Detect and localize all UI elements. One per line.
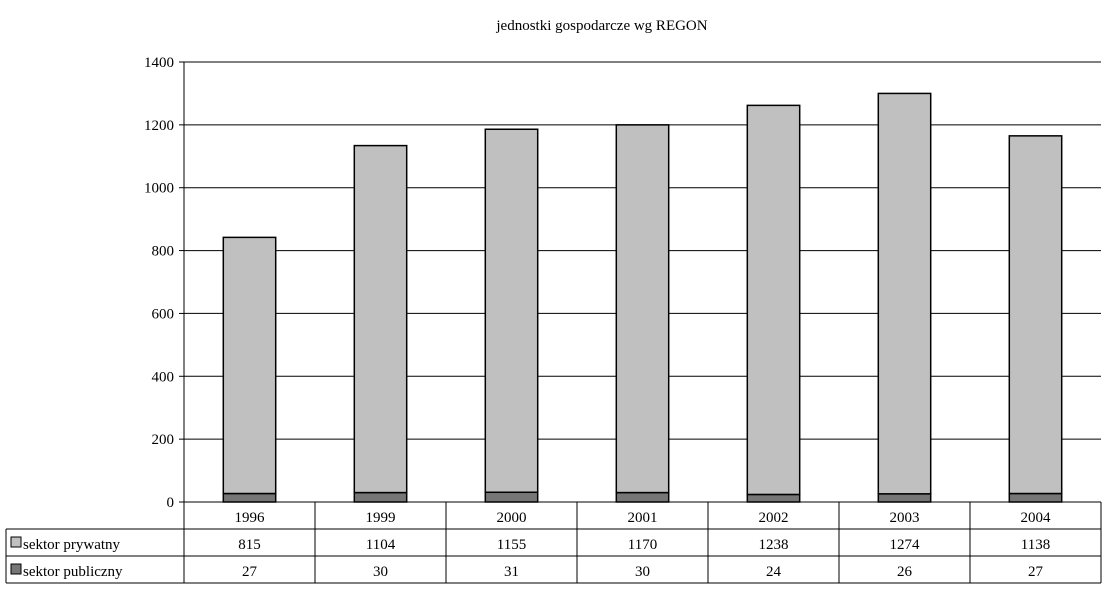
legend-swatch <box>10 563 22 575</box>
x-tick-label: 2000 <box>497 510 527 526</box>
bar <box>222 236 277 495</box>
x-tick-label: 2003 <box>890 510 920 526</box>
x-tick-label: 2001 <box>628 510 658 526</box>
data-table: 1996 1999 2000 2001 2002 2003 2004 sektor prywa… <box>5 501 1102 584</box>
bar <box>353 144 408 494</box>
data-label: 26 <box>897 564 913 580</box>
bars <box>222 92 1063 503</box>
bar <box>353 491 408 503</box>
data-label: 27 <box>1028 564 1044 580</box>
data-label: 30 <box>635 564 650 580</box>
bar <box>222 492 277 503</box>
bar <box>615 491 670 503</box>
bar <box>1008 492 1063 503</box>
bar <box>746 493 801 503</box>
bar <box>877 493 932 503</box>
data-label: 1138 <box>1021 537 1050 553</box>
legend-swatch <box>10 536 22 548</box>
y-tick-label: 400 <box>152 369 175 385</box>
y-tick-label: 1400 <box>144 55 174 71</box>
data-label: 27 <box>242 564 258 580</box>
y-axis-ticks: 0 200 400 600 800 1000 1200 1400 <box>144 55 184 511</box>
bar <box>1008 135 1063 495</box>
bar <box>746 104 801 496</box>
y-tick-label: 1200 <box>144 118 174 134</box>
chart-title: jednostki gospodarcze wg REGON <box>495 18 707 34</box>
bar <box>484 128 539 494</box>
x-tick-label: 1999 <box>366 510 396 526</box>
bar <box>615 124 670 494</box>
data-label: 815 <box>238 537 261 553</box>
bar <box>484 491 539 503</box>
data-label: 1104 <box>366 537 396 553</box>
y-tick-label: 1000 <box>144 181 174 197</box>
data-label: 30 <box>373 564 388 580</box>
data-label: 1274 <box>890 537 921 553</box>
x-tick-label: 2004 <box>1021 510 1052 526</box>
data-label: 1238 <box>759 537 789 553</box>
data-label: 31 <box>504 564 519 580</box>
data-label: 1170 <box>628 537 657 553</box>
y-tick-label: 0 <box>167 495 175 511</box>
x-tick-label: 1996 <box>235 510 266 526</box>
data-label: 24 <box>766 564 782 580</box>
y-tick-label: 600 <box>152 306 175 322</box>
y-tick-label: 800 <box>152 244 175 260</box>
y-tick-label: 200 <box>152 432 175 448</box>
data-label: 1155 <box>497 537 526 553</box>
legend-label: sektor prywatny <box>23 537 121 553</box>
x-tick-label: 2002 <box>759 510 789 526</box>
bar <box>877 92 932 495</box>
legend-label: sektor publiczny <box>23 564 123 580</box>
